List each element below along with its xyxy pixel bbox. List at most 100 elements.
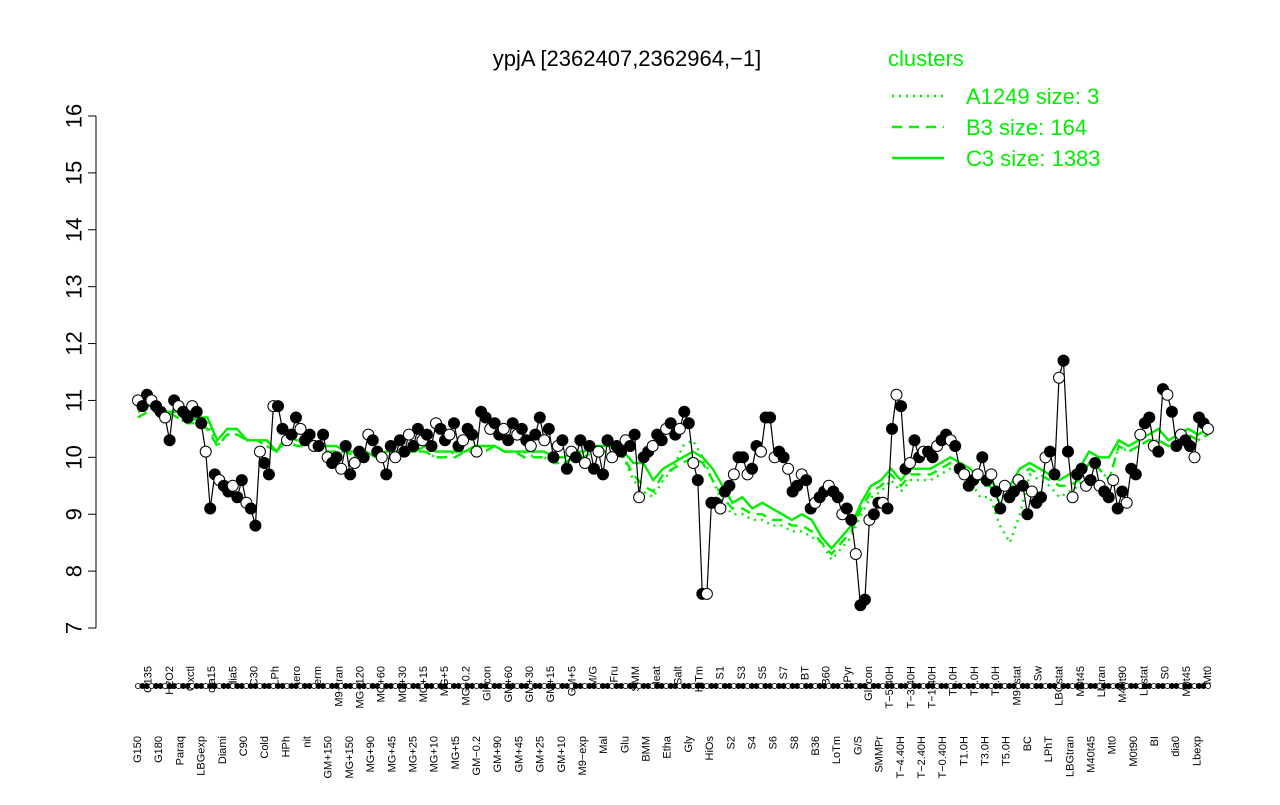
data-point bbox=[538, 434, 551, 447]
data-point bbox=[272, 400, 284, 413]
data-point bbox=[1188, 451, 1201, 464]
data-point bbox=[335, 462, 348, 475]
x-tick-label: G135 bbox=[143, 666, 155, 693]
chart-title: ypjA [2362407,2362964,−1] bbox=[493, 46, 762, 71]
data-point bbox=[244, 502, 257, 515]
x-tick-label: T0.0H bbox=[948, 666, 960, 696]
data-point bbox=[727, 468, 740, 481]
x-tick-label: GM+90 bbox=[492, 736, 504, 772]
data-point bbox=[849, 548, 862, 560]
x-tick-label: dia0 bbox=[1170, 736, 1182, 757]
data-point bbox=[800, 474, 813, 487]
data-point bbox=[253, 445, 266, 458]
x-tick-label: Glucon bbox=[482, 666, 494, 701]
x-tick-label: BMM bbox=[641, 736, 653, 762]
data-point bbox=[574, 434, 587, 447]
x-tick-label: T3.0H bbox=[980, 736, 992, 766]
y-tick-label: 13 bbox=[62, 274, 87, 298]
data-point bbox=[276, 422, 289, 435]
x-tick-label: HiOs bbox=[704, 736, 716, 761]
data-point bbox=[357, 451, 370, 464]
data-point bbox=[1107, 474, 1120, 487]
data-point bbox=[1053, 371, 1065, 384]
data-point bbox=[1116, 485, 1129, 498]
data-point bbox=[303, 428, 316, 441]
data-point bbox=[998, 479, 1011, 492]
x-tick-label: S5 bbox=[757, 666, 769, 679]
x-tick-label: M40t45 bbox=[1085, 736, 1097, 773]
data-point bbox=[330, 451, 343, 464]
x-tick-label: G180 bbox=[153, 736, 165, 763]
data-point bbox=[470, 445, 483, 458]
y-tick-label: 8 bbox=[62, 565, 87, 577]
data-point bbox=[443, 428, 456, 441]
x-tick-label: dia5 bbox=[227, 666, 239, 687]
data-point bbox=[1048, 468, 1061, 481]
x-tick-label: T4.0H bbox=[990, 666, 1002, 696]
data-point bbox=[290, 411, 302, 424]
x-tick-label: S3 bbox=[736, 666, 748, 679]
data-point bbox=[434, 422, 447, 435]
y-tick-label: 16 bbox=[62, 104, 87, 128]
x-tick-label: S6 bbox=[768, 736, 780, 749]
x-tick-label: Paraq bbox=[174, 736, 186, 765]
data-point bbox=[1084, 474, 1097, 487]
x-tick-label: M0t90 bbox=[1128, 736, 1140, 767]
data-point bbox=[542, 422, 555, 435]
x-tick-label: G150 bbox=[132, 736, 144, 763]
x-tick-label: Pyr bbox=[842, 666, 854, 683]
data-point bbox=[547, 451, 560, 464]
x-tick-label: M0t45 bbox=[1075, 666, 1087, 697]
data-point bbox=[285, 428, 298, 441]
data-point bbox=[466, 428, 479, 441]
legend-label: B3 size: 164 bbox=[966, 115, 1087, 140]
data-point bbox=[976, 451, 989, 464]
data-point bbox=[1161, 388, 1174, 401]
x-tick-label: S7 bbox=[778, 666, 790, 679]
data-point bbox=[1143, 411, 1156, 424]
data-point bbox=[448, 417, 460, 430]
data-point bbox=[588, 462, 600, 475]
data-point bbox=[163, 434, 176, 447]
x-tick-label: LoTm bbox=[831, 736, 843, 764]
data-point bbox=[723, 479, 736, 492]
legend-entries: A1249 size: 3 B3 size: 164 C3 size: 1383 bbox=[892, 84, 1101, 171]
data-point bbox=[249, 519, 262, 532]
data-point bbox=[339, 440, 352, 452]
x-tick-label: T−2.40H bbox=[916, 736, 928, 779]
x-tick-label: GM+10 bbox=[556, 736, 568, 772]
x-tick-label: SMMPr bbox=[874, 736, 886, 773]
legend-label: A1249 size: 3 bbox=[966, 84, 1099, 109]
x-tick-label: Lbexp bbox=[1191, 736, 1203, 766]
data-point bbox=[601, 434, 614, 447]
x-tick-label: BI bbox=[1149, 736, 1161, 746]
data-point bbox=[533, 411, 546, 424]
x-tick-label: T1.0H bbox=[958, 736, 970, 766]
data-point bbox=[235, 474, 248, 487]
x-tick-label: GM+45 bbox=[513, 736, 525, 772]
data-point bbox=[926, 451, 939, 464]
x-tick-label: Etha bbox=[662, 735, 674, 759]
data-point bbox=[994, 502, 1007, 515]
data-point bbox=[673, 422, 686, 435]
x-tick-label: LPh bbox=[270, 666, 282, 686]
data-point bbox=[502, 434, 515, 447]
data-point bbox=[1089, 457, 1102, 469]
data-point bbox=[569, 451, 582, 464]
x-tick-label: Glu bbox=[619, 736, 631, 753]
data-point bbox=[497, 422, 510, 435]
x-tick-label: Fru bbox=[609, 666, 621, 683]
data-point bbox=[858, 593, 871, 606]
data-point bbox=[262, 468, 275, 481]
x-tick-label: HPh bbox=[280, 736, 292, 757]
x-tick-label: MG+t5 bbox=[450, 736, 462, 769]
y-tick-label: 11 bbox=[62, 389, 87, 412]
x-tick-label: G/S bbox=[852, 736, 864, 755]
data-point bbox=[678, 405, 691, 418]
data-point bbox=[867, 508, 880, 521]
data-point bbox=[655, 434, 668, 447]
x-tick-label: BT bbox=[799, 666, 811, 680]
data-point bbox=[420, 428, 433, 441]
